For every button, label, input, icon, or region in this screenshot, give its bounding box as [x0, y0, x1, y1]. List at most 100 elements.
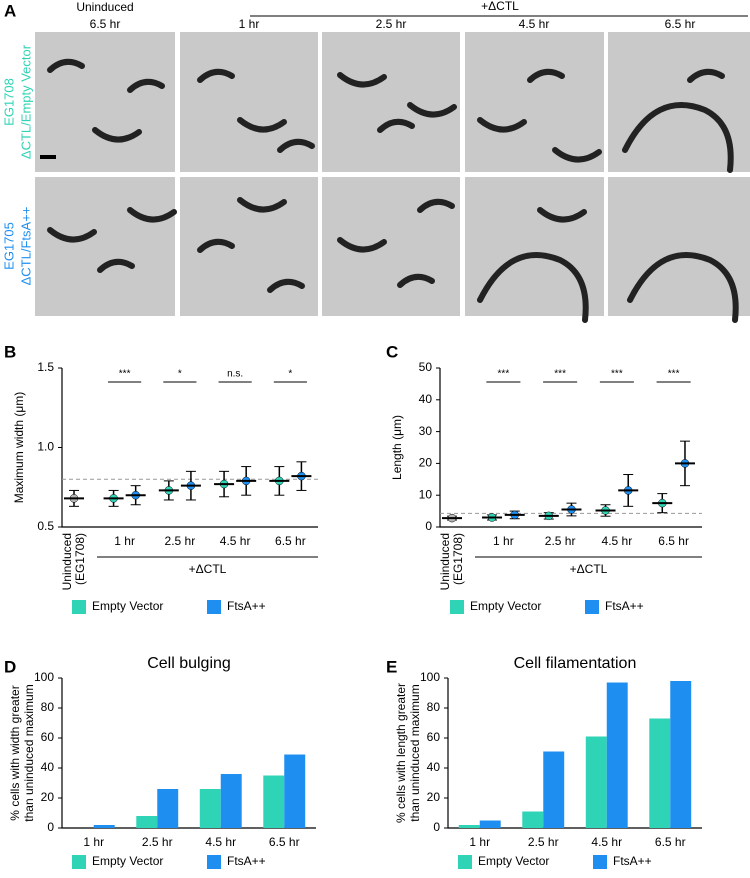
- legend-swatch: [458, 855, 472, 869]
- time-label: 2.5 hr: [376, 17, 407, 31]
- x-tick-label: 1 hr: [469, 835, 490, 849]
- x-tick-label: 4.5 hr: [602, 534, 633, 548]
- bar: [670, 681, 692, 828]
- row-construct: ΔCTL/FtsA++: [18, 207, 33, 286]
- legend-label: FtsA++: [227, 599, 266, 613]
- bar: [199, 789, 221, 828]
- y-axis-label: than uninduced maximum: [22, 684, 36, 821]
- significance: *: [288, 369, 292, 380]
- control-label: (EG1708): [451, 533, 465, 585]
- row-strain: EG1708: [1, 78, 16, 126]
- x-tick-label: 6.5 hr: [275, 534, 306, 548]
- legend-label: Empty Vector: [92, 854, 163, 868]
- bar: [93, 825, 115, 828]
- group-label: +ΔCTL: [481, 0, 519, 13]
- bar: [479, 820, 501, 828]
- y-axis-label: Length (μm): [390, 415, 404, 480]
- legend-swatch: [207, 855, 221, 869]
- axis: [61, 368, 318, 528]
- x-tick-label: 6.5 hr: [269, 835, 300, 849]
- x-tick-label: 1 hr: [83, 835, 104, 849]
- x-tick-label: 1 hr: [493, 534, 514, 548]
- significance: n.s.: [227, 369, 243, 380]
- panel-label: A: [4, 1, 16, 20]
- chart-title: Cell bulging: [147, 655, 231, 672]
- panel-label: E: [386, 657, 397, 676]
- control-label: Uninduced: [438, 533, 452, 590]
- y-tick-label: 80: [41, 700, 55, 714]
- y-tick-label: 100: [34, 670, 54, 684]
- y-tick-label: 40: [427, 760, 441, 774]
- control-label: (EG1708): [73, 533, 87, 585]
- legend-swatch: [585, 600, 599, 614]
- legend-swatch: [207, 600, 221, 614]
- y-tick-label: 30: [419, 424, 433, 438]
- bar: [458, 825, 480, 828]
- y-tick-label: 60: [427, 730, 441, 744]
- y-axis-label: Maximum width (μm): [12, 392, 26, 504]
- legend-label: Empty Vector: [478, 854, 549, 868]
- panel-label: D: [4, 657, 16, 676]
- y-tick-label: 40: [419, 392, 433, 406]
- x-tick-label: 4.5 hr: [591, 835, 622, 849]
- y-tick-label: 0: [433, 820, 440, 834]
- bar: [585, 736, 607, 828]
- y-axis-label: than uninduced maximum: [408, 684, 422, 821]
- bar: [157, 789, 179, 828]
- y-tick-label: 20: [419, 456, 433, 470]
- x-tick-label: 2.5 hr: [142, 835, 173, 849]
- x-tick-label: 4.5 hr: [220, 534, 251, 548]
- control-time: 6.5 hr: [90, 17, 121, 31]
- significance: ***: [611, 369, 623, 380]
- x-tick-label: 2.5 hr: [165, 534, 196, 548]
- bar: [263, 775, 285, 828]
- time-label: 1 hr: [239, 17, 260, 31]
- y-tick-label: 0: [47, 820, 54, 834]
- x-tick-label: 6.5 hr: [655, 835, 686, 849]
- bar: [220, 774, 242, 828]
- x-tick-label: 2.5 hr: [528, 835, 559, 849]
- legend-swatch: [72, 600, 86, 614]
- legend-label: Empty Vector: [92, 599, 163, 613]
- row-construct: ΔCTL/Empty Vector: [18, 44, 33, 159]
- y-tick-label: 20: [427, 790, 441, 804]
- y-tick-label: 10: [419, 487, 433, 501]
- bar: [522, 811, 544, 828]
- legend-swatch: [593, 855, 607, 869]
- panel-label: B: [4, 342, 16, 361]
- y-tick-label: 40: [41, 760, 55, 774]
- row-strain: EG1705: [1, 222, 16, 270]
- legend-label: FtsA++: [227, 854, 266, 868]
- x-tick-label: 2.5 hr: [545, 534, 576, 548]
- y-tick-label: 80: [427, 700, 441, 714]
- significance: ***: [498, 369, 510, 380]
- legend-label: FtsA++: [605, 599, 644, 613]
- y-tick-label: 0: [425, 519, 432, 533]
- y-tick-label: 20: [41, 790, 55, 804]
- significance: ***: [668, 369, 680, 380]
- significance: ***: [119, 369, 131, 380]
- bar: [606, 682, 628, 828]
- y-tick-label: 1.5: [37, 360, 54, 374]
- y-tick-label: 50: [419, 360, 433, 374]
- y-axis-label: % cells with length greater: [394, 683, 408, 823]
- bar: [284, 754, 306, 828]
- group-label: +ΔCTL: [189, 562, 227, 576]
- panel-label: C: [386, 342, 398, 361]
- chart-title: Cell filamentation: [514, 655, 637, 672]
- y-axis-label: % cells with width greater: [8, 685, 22, 820]
- significance: *: [178, 369, 182, 380]
- group-label: +ΔCTL: [570, 562, 608, 576]
- legend-swatch: [450, 600, 464, 614]
- x-tick-label: 1 hr: [114, 534, 135, 548]
- x-tick-label: 4.5 hr: [205, 835, 236, 849]
- micrographs: [35, 15, 750, 320]
- y-tick-label: 100: [420, 670, 440, 684]
- legend-label: FtsA++: [613, 854, 652, 868]
- time-label: 6.5 hr: [665, 17, 696, 31]
- legend-swatch: [72, 855, 86, 869]
- y-tick-label: 1.0: [37, 440, 54, 454]
- significance: ***: [554, 369, 566, 380]
- control-label: Uninduced: [76, 0, 133, 14]
